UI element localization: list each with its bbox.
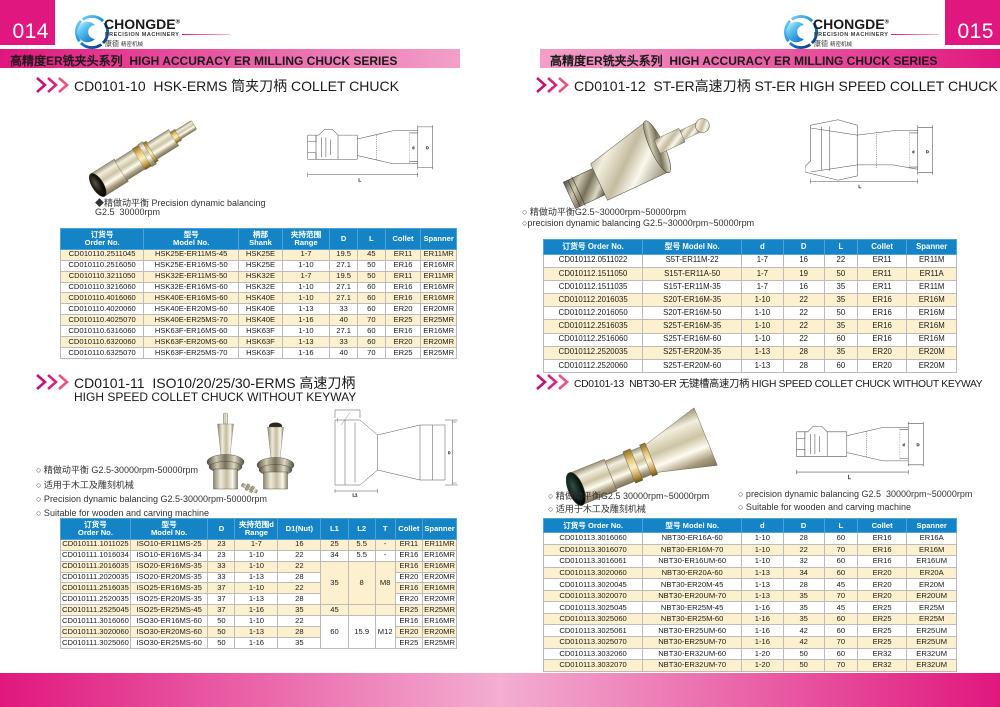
svg-text:L1: L1 [353, 493, 359, 498]
svg-text:D: D [926, 150, 929, 154]
svg-text:L: L [358, 177, 361, 183]
svg-text:D: D [426, 146, 429, 150]
svg-text:L: L [848, 475, 851, 481]
svg-text:d: d [412, 146, 414, 150]
svg-text:L: L [858, 184, 861, 190]
svg-text:D: D [917, 442, 920, 447]
svg-text:d: d [903, 442, 905, 447]
svg-text:D: D [448, 451, 451, 455]
svg-text:d: d [912, 150, 914, 154]
